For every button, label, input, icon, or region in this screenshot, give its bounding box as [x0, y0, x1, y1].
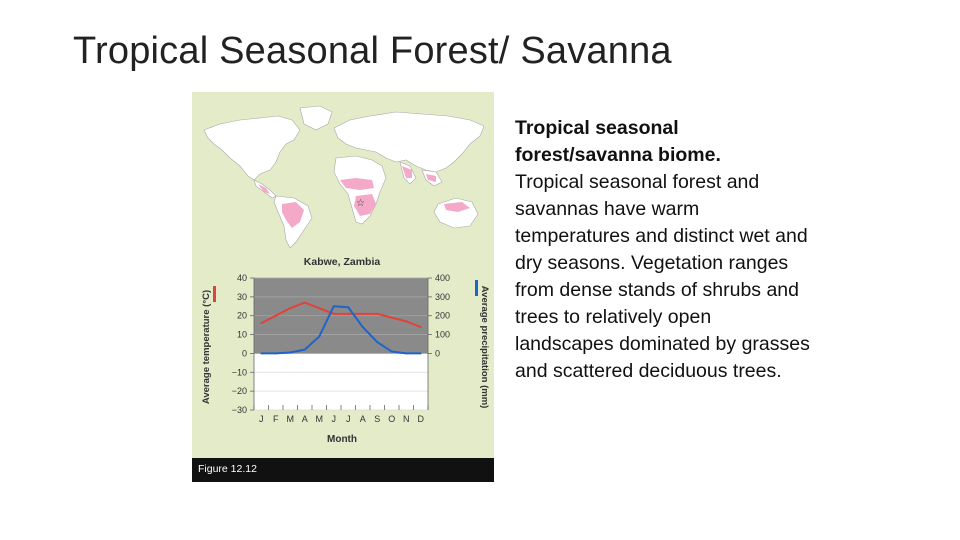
x-tick-label: J	[259, 414, 264, 424]
y-left-tick-label: 20	[237, 311, 247, 321]
y-left-tick-label: 0	[242, 348, 247, 358]
temperature-point	[390, 316, 393, 319]
temperature-point	[289, 307, 292, 310]
greenland-landmass	[299, 105, 333, 131]
x-tick-label: A	[302, 414, 308, 424]
australia-landmass	[433, 197, 479, 229]
y-axis-left-title: Average temperature (°C)	[201, 290, 212, 404]
temperature-point	[303, 301, 306, 304]
body-text: Tropical seasonal forest/savanna biome. …	[515, 115, 815, 385]
y-left-tick-label: −20	[232, 386, 247, 396]
figure-caption: Figure 12.12	[198, 463, 257, 475]
precipitation-point	[318, 335, 321, 338]
y-left-tick-label: 30	[237, 292, 247, 302]
biome-region-se-asia	[426, 174, 436, 182]
biome-region-australia	[444, 202, 470, 212]
temperature-point	[260, 322, 263, 325]
y-left-tick-label: 10	[237, 330, 247, 340]
x-tick-label: M	[287, 414, 295, 424]
y-left-tick-label: −30	[232, 405, 247, 415]
x-axis-title: Month	[327, 434, 357, 445]
temperature-point	[318, 307, 321, 310]
precipitation-point	[405, 352, 408, 355]
north-america-landmass	[203, 115, 301, 181]
temperature-line	[260, 301, 422, 328]
x-tick-label: J	[332, 414, 337, 424]
x-tick-label: N	[403, 414, 410, 424]
x-tick-label: O	[388, 414, 395, 424]
temperature-point	[405, 320, 408, 323]
body-heading: Tropical seasonal forest/savanna biome.	[515, 117, 721, 166]
precipitation-line	[261, 305, 421, 355]
x-tick-label: S	[374, 414, 380, 424]
y-right-tick-label: 0	[435, 348, 440, 358]
y-left-tick-label: −10	[232, 367, 247, 377]
x-tick-label: A	[360, 414, 366, 424]
biome-region-africa-south	[354, 194, 376, 216]
eurasia-landmass	[333, 111, 485, 173]
temperature-point	[332, 312, 335, 315]
x-tick-label: M	[316, 414, 324, 424]
climatograph: Kabwe, Zambia 403020100−10−20−3040030020…	[201, 256, 490, 445]
precipitation-point	[289, 351, 292, 354]
y-right-tick-label: 200	[435, 311, 450, 321]
y-right-tick-label: 400	[435, 273, 450, 283]
y-right-tick-label: 100	[435, 330, 450, 340]
x-tick-label: J	[346, 414, 351, 424]
biome-region-central-america	[258, 184, 270, 194]
precipitation-point	[376, 341, 379, 344]
biome-region-india	[402, 166, 412, 178]
temperature-point	[274, 314, 277, 317]
precipitation-point	[361, 326, 364, 328]
precipitation-point	[260, 352, 263, 355]
y-left-tick-label: 40	[237, 273, 247, 283]
precipitation-legend-swatch	[475, 280, 478, 296]
biome-region-south-america	[282, 202, 304, 228]
location-star-icon: ☆	[356, 198, 365, 209]
precipitation-point	[347, 306, 350, 309]
precipitation-point	[303, 348, 306, 351]
x-tick-label: F	[273, 414, 279, 424]
y-axis-right-title: Average precipitation (mm)	[479, 286, 490, 409]
temperature-point	[376, 312, 379, 315]
x-tick-label: D	[418, 414, 425, 424]
body-paragraph: Tropical seasonal forest and savannas ha…	[515, 171, 810, 382]
temperature-point	[419, 326, 422, 328]
figure-panel: ☆ Kabwe, Zambia 40 30 20 10 0 −10 −20 −30 400 300…	[192, 92, 494, 482]
slide-title: Tropical Seasonal Forest/ Savanna	[73, 30, 672, 72]
precipitation-point	[332, 305, 335, 308]
temperature-point	[347, 312, 350, 315]
temperature-point	[361, 312, 364, 315]
precipitation-point	[419, 352, 422, 355]
y-right-tick-label: 300	[435, 292, 450, 302]
temperature-legend-swatch	[213, 286, 216, 302]
biome-world-map: ☆	[203, 105, 485, 249]
precipitation-point	[274, 352, 277, 355]
figure-footer: Figure 12.12	[192, 458, 494, 482]
biome-region-africa-north	[340, 178, 374, 190]
chart-title: Kabwe, Zambia	[304, 256, 381, 268]
precipitation-point	[390, 350, 393, 353]
